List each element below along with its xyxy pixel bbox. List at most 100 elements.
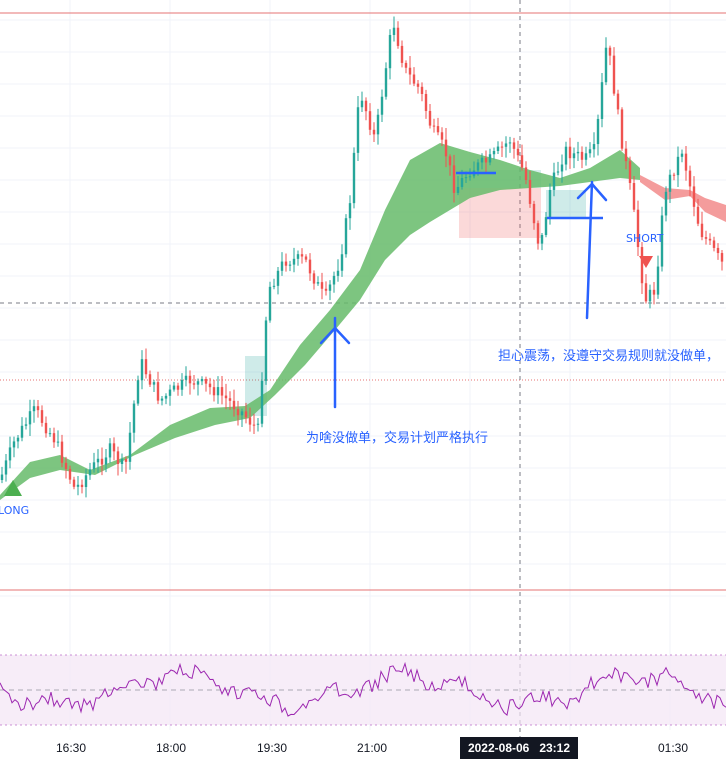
candle-body bbox=[600, 82, 604, 119]
candle-body bbox=[348, 203, 352, 219]
candle-body bbox=[184, 375, 188, 380]
candle-body bbox=[64, 462, 68, 469]
candle-body bbox=[288, 264, 292, 266]
candle-body bbox=[252, 424, 256, 426]
candle-body bbox=[632, 183, 636, 210]
candle-body bbox=[576, 151, 580, 154]
annotation-arrow-1[interactable] bbox=[319, 316, 351, 409]
candle-body bbox=[680, 153, 684, 157]
candle-body bbox=[536, 223, 540, 244]
candle-body bbox=[316, 282, 320, 284]
candle-body bbox=[256, 423, 260, 425]
candle-body bbox=[112, 443, 116, 452]
candle-body bbox=[552, 172, 556, 190]
rsi-pane[interactable] bbox=[0, 654, 726, 726]
candle-body bbox=[412, 74, 416, 84]
candle-body bbox=[16, 437, 20, 442]
candle-body bbox=[524, 167, 528, 180]
candle-body bbox=[352, 152, 356, 204]
candle-body bbox=[404, 62, 408, 68]
crosshair-time-badge bbox=[460, 737, 578, 759]
candle-body bbox=[176, 385, 180, 390]
candle-body bbox=[88, 469, 92, 476]
candle-body bbox=[520, 155, 524, 168]
candle-body bbox=[44, 422, 48, 434]
candle-body bbox=[608, 47, 612, 56]
candle-body bbox=[560, 164, 564, 172]
candle-body bbox=[336, 270, 340, 276]
candle-body bbox=[224, 395, 228, 399]
candle-body bbox=[28, 411, 32, 425]
candle-body bbox=[96, 458, 100, 463]
candle-body bbox=[392, 27, 396, 35]
candle-body bbox=[516, 148, 520, 156]
candle-body bbox=[180, 379, 184, 390]
candle-body bbox=[592, 144, 596, 150]
long-triangle-icon bbox=[4, 480, 22, 496]
candle-body bbox=[388, 34, 392, 69]
candle-body bbox=[368, 111, 372, 130]
time-tick-1630: 16:30 bbox=[56, 741, 86, 755]
long-position-box-2[interactable] bbox=[546, 190, 586, 218]
candle-body bbox=[4, 460, 8, 475]
candle-body bbox=[120, 459, 124, 464]
candle-body bbox=[684, 153, 688, 171]
candle-body bbox=[304, 256, 308, 260]
candle-body bbox=[236, 409, 240, 416]
candle-body bbox=[280, 261, 284, 271]
candle-body bbox=[384, 68, 388, 97]
candle-body bbox=[220, 387, 224, 396]
ema-ribbon-bullish bbox=[0, 143, 640, 500]
long-signal-label: LONG bbox=[0, 504, 29, 517]
candle-body bbox=[172, 385, 176, 390]
candle-body bbox=[340, 254, 344, 271]
candle-body bbox=[128, 432, 132, 462]
candle-body bbox=[376, 114, 380, 135]
candle-body bbox=[480, 157, 484, 163]
candle-body bbox=[640, 247, 644, 284]
candle-body bbox=[208, 383, 212, 388]
annotation-text-1[interactable]: 为啥没做单，交易计划严格执行 bbox=[306, 430, 488, 446]
candle-body bbox=[12, 441, 16, 448]
candle-body bbox=[216, 387, 220, 396]
candle-body bbox=[612, 55, 616, 94]
candle-body bbox=[244, 411, 248, 418]
candle-body bbox=[72, 479, 76, 487]
candle-body bbox=[676, 156, 680, 176]
candle-body bbox=[24, 424, 28, 426]
candle-body bbox=[492, 151, 496, 155]
candle-body bbox=[32, 406, 36, 412]
candle-body bbox=[56, 441, 60, 443]
short-signal-label: SHORT bbox=[626, 232, 664, 245]
candle-body bbox=[620, 109, 624, 149]
candle-body bbox=[484, 157, 488, 163]
candle-body bbox=[60, 441, 64, 463]
candle-body bbox=[408, 67, 412, 75]
candle-body bbox=[48, 433, 52, 435]
candle-body bbox=[584, 153, 588, 160]
candle-body bbox=[500, 146, 504, 148]
time-axis[interactable]: 16:30 18:00 19:30 21:00 01:30 2022-08-06… bbox=[56, 737, 688, 759]
candle-body bbox=[668, 174, 672, 192]
candle-body bbox=[696, 206, 700, 224]
candle-body bbox=[308, 259, 312, 274]
candle-body bbox=[380, 96, 384, 115]
candle-body bbox=[292, 258, 296, 265]
candle-body bbox=[496, 146, 500, 152]
candle-body bbox=[528, 179, 532, 204]
candle-body bbox=[648, 289, 652, 302]
annotation-arrow-2[interactable] bbox=[576, 180, 608, 320]
candle-body bbox=[100, 458, 104, 465]
candle-body bbox=[364, 100, 368, 112]
candle-body bbox=[132, 403, 136, 433]
annotation-text-2[interactable]: 担心震荡，没遵守交易规则就没做单， bbox=[498, 348, 719, 364]
candle-body bbox=[688, 170, 692, 187]
candle-body bbox=[156, 382, 160, 401]
candle-body bbox=[332, 275, 336, 285]
candle-body bbox=[140, 359, 144, 381]
candle-body bbox=[160, 398, 164, 401]
candlestick-series[interactable] bbox=[0, 16, 724, 498]
candle-body bbox=[504, 143, 508, 147]
